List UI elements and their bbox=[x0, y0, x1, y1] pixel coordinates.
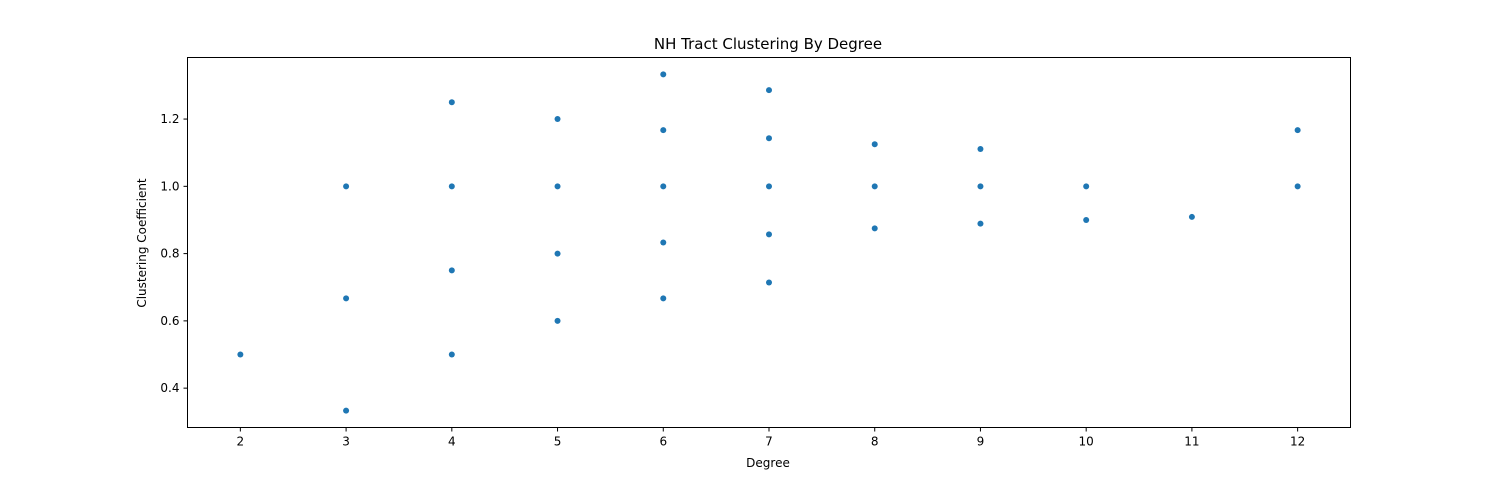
data-point bbox=[554, 250, 561, 257]
data-point bbox=[766, 135, 772, 142]
data-point bbox=[343, 407, 350, 414]
data-point bbox=[660, 239, 667, 246]
data-point bbox=[660, 295, 667, 302]
data-point bbox=[977, 183, 984, 190]
x-axis: 2 3 4 5 6 7 8 9 10 11 12 bbox=[237, 427, 1305, 449]
data-point bbox=[1083, 216, 1090, 223]
data-point bbox=[1188, 213, 1195, 220]
x-tick-label: 11 bbox=[1184, 435, 1199, 449]
data-point bbox=[448, 267, 455, 274]
data-point bbox=[766, 87, 772, 94]
data-point bbox=[660, 127, 667, 134]
data-point bbox=[448, 99, 455, 106]
data-point bbox=[554, 183, 561, 190]
chart-title: NH Tract Clustering By Degree bbox=[654, 35, 882, 53]
x-tick-label: 6 bbox=[659, 435, 667, 449]
data-point bbox=[977, 145, 984, 152]
data-point bbox=[448, 351, 455, 358]
data-point bbox=[554, 116, 561, 123]
x-tick-label: 7 bbox=[765, 435, 773, 449]
data-point bbox=[871, 183, 878, 190]
x-tick-label: 8 bbox=[871, 435, 879, 449]
x-tick-label: 4 bbox=[448, 435, 456, 449]
y-tick-label: 0.4 bbox=[160, 381, 179, 395]
data-point bbox=[343, 295, 350, 302]
data-point bbox=[1294, 127, 1301, 134]
data-point bbox=[448, 183, 455, 190]
plot-area-frame bbox=[187, 57, 1351, 428]
x-tick-label: 5 bbox=[554, 435, 562, 449]
data-point bbox=[766, 183, 772, 190]
data-point bbox=[1294, 183, 1301, 190]
y-tick-label: 0.8 bbox=[160, 247, 179, 261]
data-point bbox=[1083, 183, 1090, 190]
x-axis-label: Degree bbox=[746, 456, 790, 470]
data-point bbox=[871, 141, 878, 148]
y-tick-label: 1.2 bbox=[160, 112, 179, 126]
data-point bbox=[766, 279, 772, 286]
x-tick-label: 12 bbox=[1290, 435, 1305, 449]
data-point bbox=[766, 231, 772, 238]
data-point bbox=[977, 220, 984, 227]
y-axis-label: Clustering Coefficient bbox=[135, 178, 149, 308]
x-tick-label: 2 bbox=[237, 435, 245, 449]
x-tick-label: 9 bbox=[977, 435, 985, 449]
data-point bbox=[871, 225, 878, 232]
y-tick-label: 0.6 bbox=[160, 314, 179, 328]
y-tick-label: 1.0 bbox=[160, 179, 179, 193]
y-axis: 0.4 0.6 0.8 1.0 1.2 bbox=[160, 112, 188, 395]
data-point bbox=[554, 317, 561, 324]
x-tick-label: 10 bbox=[1079, 435, 1094, 449]
data-point bbox=[343, 183, 350, 190]
data-point bbox=[237, 351, 244, 358]
x-tick-label: 3 bbox=[342, 435, 350, 449]
data-point bbox=[660, 183, 667, 190]
data-point bbox=[660, 71, 667, 78]
data-points bbox=[237, 71, 1301, 414]
